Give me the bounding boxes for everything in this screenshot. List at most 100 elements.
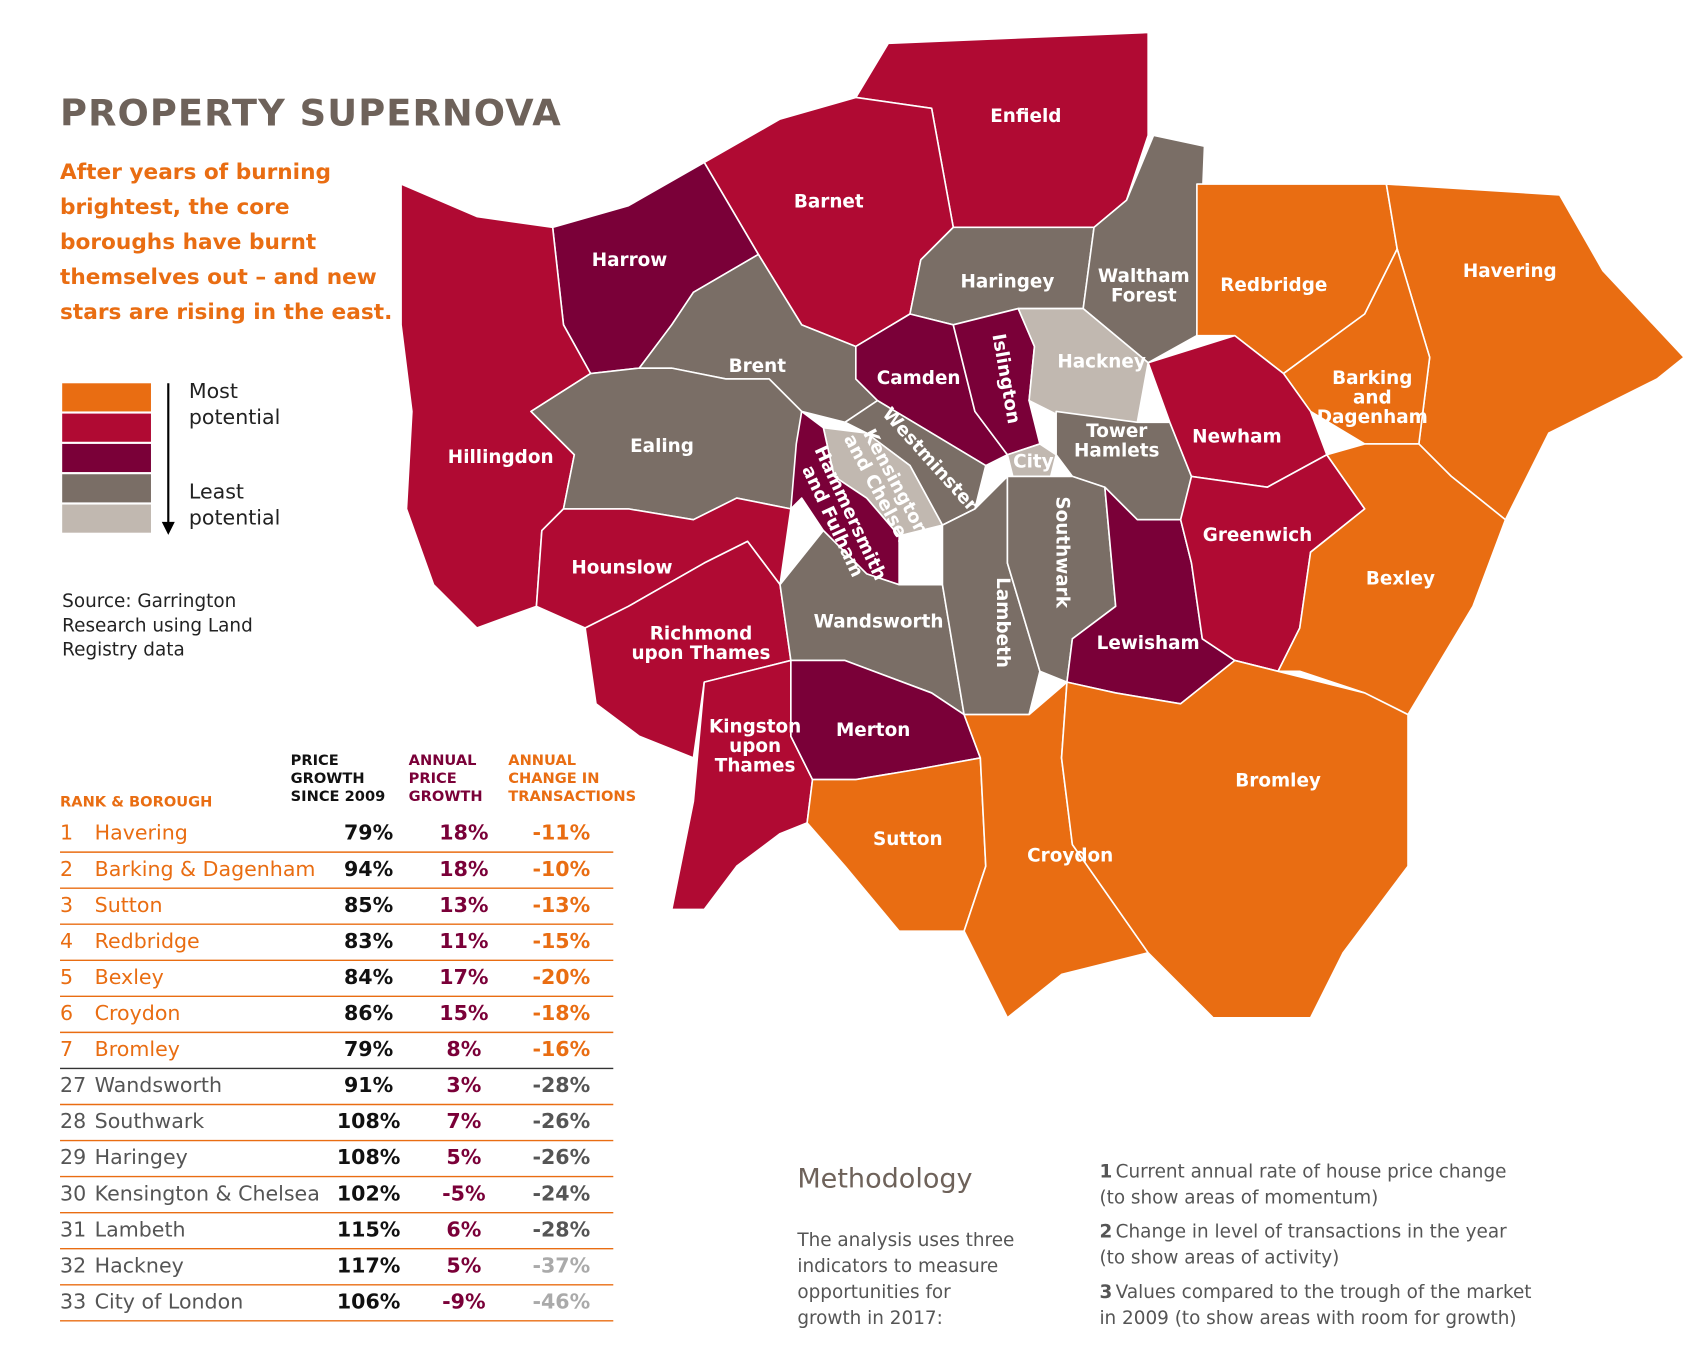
borough-name: Merton [836,720,910,741]
borough-shape [1006,443,1057,478]
methodology-number: 3 [1099,1282,1112,1303]
legend-label: potential [189,405,280,429]
table-cell: -13% [532,893,590,917]
table-cell: Lambeth [95,1217,186,1241]
table-cell: -18% [532,1001,590,1025]
table-header: GROWTH [291,770,365,787]
table-cell: 3 [60,893,73,917]
table-cell: 6 [60,1001,73,1025]
borough-label: Enfield [990,106,1061,127]
legend-swatch [62,443,151,473]
table-cell: 94% [344,857,393,881]
borough-label: Hillingdon [448,447,554,468]
borough-name: Waltham [1098,266,1190,287]
table-cell: 79% [344,1037,393,1061]
table-cell: -28% [532,1073,590,1097]
borough-name: Richmond [650,623,753,644]
table-header: RANK & BOROUGH [60,793,212,810]
borough-name: Camden [877,368,961,389]
table-header: PRICE [409,770,457,787]
subtitle: After years of burning [60,160,331,185]
table-cell: 5% [446,1145,481,1169]
table-cell: 5 [60,965,73,989]
table-cell: Bexley [95,965,164,989]
borough-name: Barnet [794,191,864,212]
table-cell: -37% [532,1253,590,1277]
methodology-text: in 2009 (to show areas with room for gro… [1099,1308,1516,1329]
borough-label: City [1013,451,1054,472]
table-cell: 83% [344,929,393,953]
side-panel: PROPERTY SUPERNOVA After years of burning… [60,91,1531,1329]
table-cell: Havering [95,821,188,845]
table-cell: Sutton [95,893,163,917]
methodology-number: 2 [1099,1222,1112,1243]
table-cell: 27 [60,1073,86,1097]
borough-shape [855,313,1009,467]
legend-swatch [62,474,151,503]
borough-label: Croydon [1027,845,1113,866]
table-cell: 1 [60,821,73,845]
borough-name: Sutton [873,829,943,850]
borough-name: Kingston [709,717,801,738]
table-header: ANNUAL [409,752,477,769]
title: PROPERTY SUPERNOVA [60,91,562,134]
methodology-intro: The analysis uses three [796,1230,1014,1251]
borough-name: Dagenham [1317,407,1428,428]
borough-label: Brent [729,356,787,377]
table-cell: -5% [442,1181,485,1205]
table-cell: 115% [337,1217,401,1241]
borough-shape [963,681,1149,1019]
borough-name: City [1013,451,1054,472]
borough-name: Lewisham [1097,633,1200,654]
borough-name: Ealing [630,436,694,457]
subtitle: stars are rising in the east. [60,300,392,325]
table-cell: Croydon [95,1001,181,1025]
table-cell: -28% [532,1217,590,1241]
table-cell: 102% [337,1181,401,1205]
table-cell: 17% [439,965,488,989]
subtitle: themselves out – and new [60,265,377,290]
table-cell: 6% [446,1217,481,1241]
borough-label: Bexley [1366,568,1435,589]
table-cell: 5% [446,1253,481,1277]
subtitle: boroughs have burnt [60,230,316,255]
borough-name: Hackney [1057,352,1146,373]
table-cell: -9% [442,1289,485,1313]
legend-label: Least [189,480,244,504]
borough-label: Bromley [1235,771,1321,792]
borough-label: Haringey [960,272,1054,293]
london-map [400,31,1685,1019]
borough-name: Haringey [960,272,1054,293]
table-cell: 4 [60,929,73,953]
table-cell: 117% [337,1253,401,1277]
methodology-intro: growth in 2017: [797,1308,942,1329]
table-header: CHANGE IN [508,770,599,787]
table-header: PRICE [291,752,339,769]
table-cell: -26% [532,1145,590,1169]
borough-name: and [1353,387,1392,408]
table-header: ANNUAL [508,752,576,769]
table-cell: 18% [439,857,488,881]
borough-name: Greenwich [1203,525,1313,546]
borough-label: Hackney [1057,352,1146,373]
table-cell: Bromley [95,1037,180,1061]
borough-label: Redbridge [1220,275,1327,296]
borough-name: upon Thames [631,643,770,664]
table-cell: -46% [532,1289,590,1313]
source: Registry data [62,640,185,661]
borough-label: Wandsworth [814,612,944,633]
table-cell: 86% [344,1001,393,1025]
borough-label: Harrow [592,250,668,271]
borough-name: Enfield [990,106,1061,127]
methodology-text: Current annual rate of house price chang… [1116,1162,1507,1183]
table-header: SINCE 2009 [291,788,386,805]
methodology-text: (to show areas of momentum) [1099,1188,1378,1209]
table-cell: -10% [532,857,590,881]
borough-name: Brent [729,356,787,377]
table-cell: 30 [60,1181,86,1205]
borough-label: Lambeth [992,577,1013,668]
borough-name: Southwark [1052,496,1073,608]
subtitle: brightest, the core [60,195,290,220]
